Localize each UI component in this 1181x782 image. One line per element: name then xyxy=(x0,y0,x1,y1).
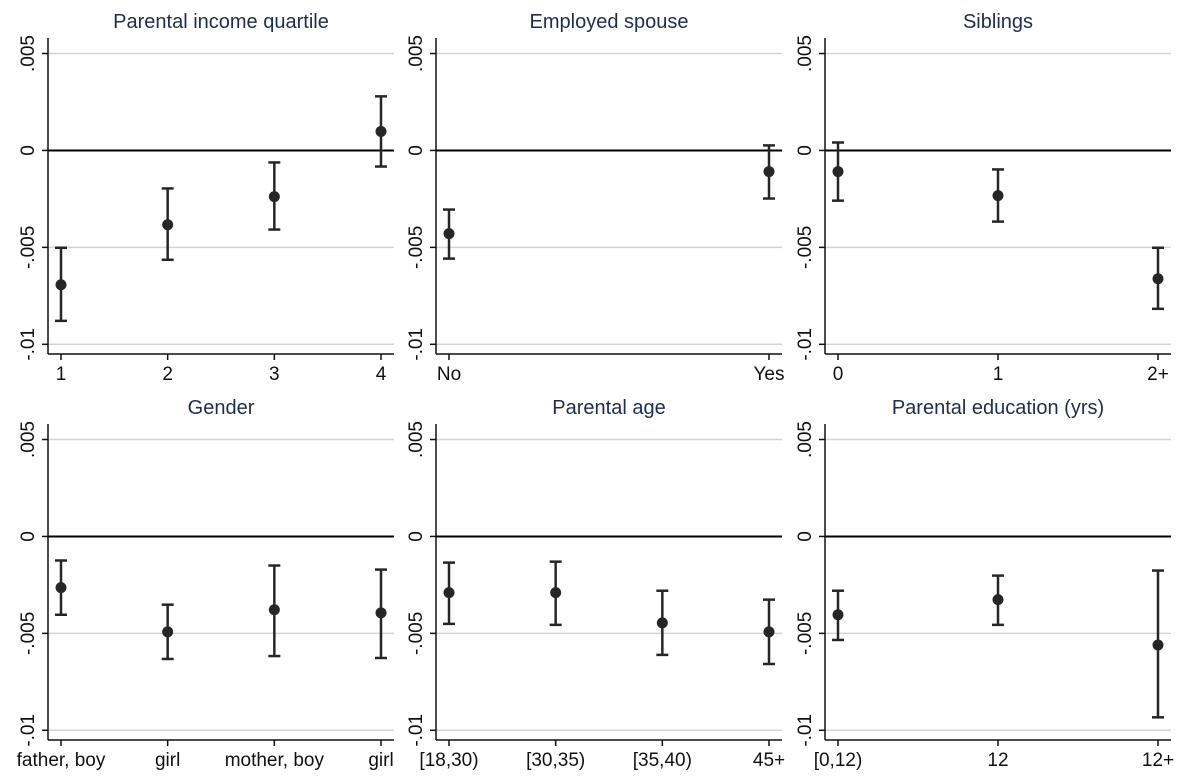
y-tick-label: 0 xyxy=(406,145,427,156)
panel-title: Parental education (yrs) xyxy=(892,397,1104,419)
x-tick-label: girl xyxy=(155,750,180,771)
y-tick-label: -.01 xyxy=(795,714,816,747)
point xyxy=(656,617,668,629)
x-tick-label: No xyxy=(437,364,461,385)
point xyxy=(1152,639,1164,651)
x-tick-label: [35,40) xyxy=(633,750,692,771)
y-tick-label: .005 xyxy=(795,35,816,72)
point xyxy=(162,219,174,231)
y-tick-label: -.005 xyxy=(406,226,427,269)
point xyxy=(763,626,775,638)
y-tick-label: -.005 xyxy=(795,612,816,655)
y-tick-label: .005 xyxy=(795,421,816,458)
x-tick-label: 2 xyxy=(162,364,173,385)
point xyxy=(992,190,1004,202)
x-tick-label: Yes xyxy=(754,364,785,385)
y-tick-label: -.01 xyxy=(18,328,39,361)
y-tick-label: -.01 xyxy=(406,714,427,747)
y-tick-label: -.005 xyxy=(18,612,39,655)
x-tick-label: 12+ xyxy=(1142,750,1174,771)
x-tick-label: 0 xyxy=(833,364,844,385)
y-tick-label: 0 xyxy=(795,145,816,156)
y-tick-label: -.005 xyxy=(795,226,816,269)
y-tick-label: -.005 xyxy=(18,226,39,269)
x-tick-label: [0,12) xyxy=(814,750,863,771)
panel-title: Gender xyxy=(188,397,255,419)
x-tick-label: 1 xyxy=(993,364,1004,385)
panel-title: Employed spouse xyxy=(530,11,689,33)
point xyxy=(832,609,844,621)
x-tick-label: 1 xyxy=(56,364,67,385)
y-tick-label: 0 xyxy=(406,531,427,542)
point xyxy=(268,191,280,203)
y-tick-label: -.01 xyxy=(18,714,39,747)
point xyxy=(1152,273,1164,285)
x-tick-label: father, boy xyxy=(17,750,106,771)
y-tick-label: 0 xyxy=(795,531,816,542)
y-tick-label: .005 xyxy=(406,35,427,72)
point xyxy=(268,604,280,616)
point xyxy=(162,626,174,638)
point xyxy=(443,587,455,599)
x-tick-label: girl xyxy=(368,750,393,771)
y-tick-label: 0 xyxy=(18,145,39,156)
x-tick-label: 3 xyxy=(269,364,280,385)
point xyxy=(763,166,775,178)
x-tick-label: 4 xyxy=(376,364,387,385)
x-tick-label: mother, boy xyxy=(225,750,325,771)
point xyxy=(992,594,1004,606)
y-tick-label: -.01 xyxy=(795,328,816,361)
point xyxy=(832,166,844,178)
point xyxy=(55,279,67,291)
y-tick-label: -.01 xyxy=(406,328,427,361)
y-tick-label: .005 xyxy=(406,421,427,458)
x-tick-label: 45+ xyxy=(753,750,785,771)
point xyxy=(55,582,67,594)
x-tick-label: 12 xyxy=(987,750,1008,771)
x-tick-label: [30,35) xyxy=(526,750,585,771)
x-tick-label: [18,30) xyxy=(419,750,478,771)
panel-title: Siblings xyxy=(963,11,1033,33)
point xyxy=(375,125,387,137)
panel-title: Parental income quartile xyxy=(113,11,329,33)
point xyxy=(443,228,455,240)
point xyxy=(550,587,562,599)
y-tick-label: -.005 xyxy=(406,612,427,655)
y-tick-label: .005 xyxy=(18,35,39,72)
y-tick-label: .005 xyxy=(18,421,39,458)
y-tick-label: 0 xyxy=(18,531,39,542)
x-tick-label: 2+ xyxy=(1147,364,1169,385)
point xyxy=(375,607,387,619)
panel-title: Parental age xyxy=(552,397,665,419)
